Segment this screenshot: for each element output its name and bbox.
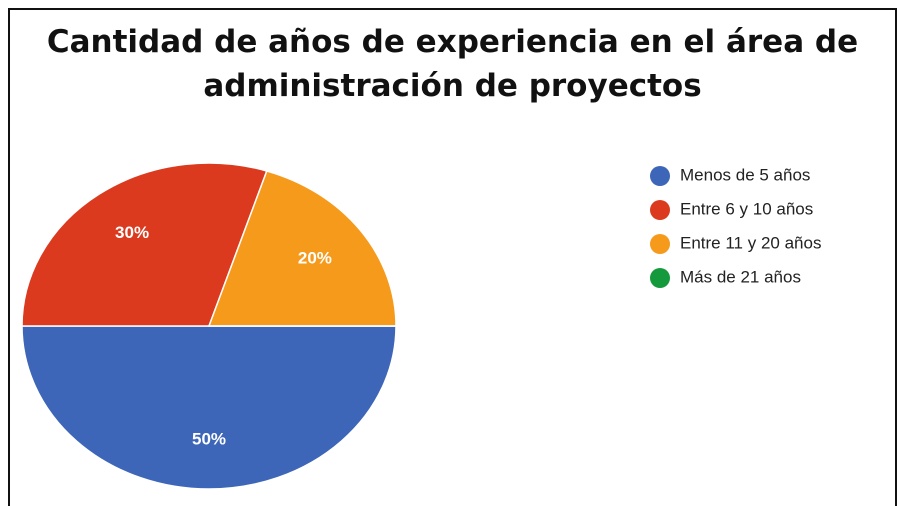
legend-label: Más de 21 años xyxy=(680,267,801,286)
chart-title: Cantidad de años de experiencia en el ár… xyxy=(46,24,859,104)
frame xyxy=(8,8,897,506)
legend-label: Entre 6 y 10 años xyxy=(680,199,813,218)
legend-swatch xyxy=(650,234,670,254)
pie-slice xyxy=(207,170,397,327)
legend-label: Menos de 5 años xyxy=(680,165,810,184)
pie-slice xyxy=(21,325,397,490)
data-label: 20% xyxy=(298,248,332,267)
legend-swatch xyxy=(650,166,670,186)
pie-slice xyxy=(21,162,268,327)
legend-swatch xyxy=(650,268,670,288)
data-label: 50% xyxy=(192,430,226,449)
data-label: 30% xyxy=(115,223,149,242)
legend-swatch xyxy=(650,200,670,220)
legend-label: Entre 11 y 20 años xyxy=(680,233,821,252)
